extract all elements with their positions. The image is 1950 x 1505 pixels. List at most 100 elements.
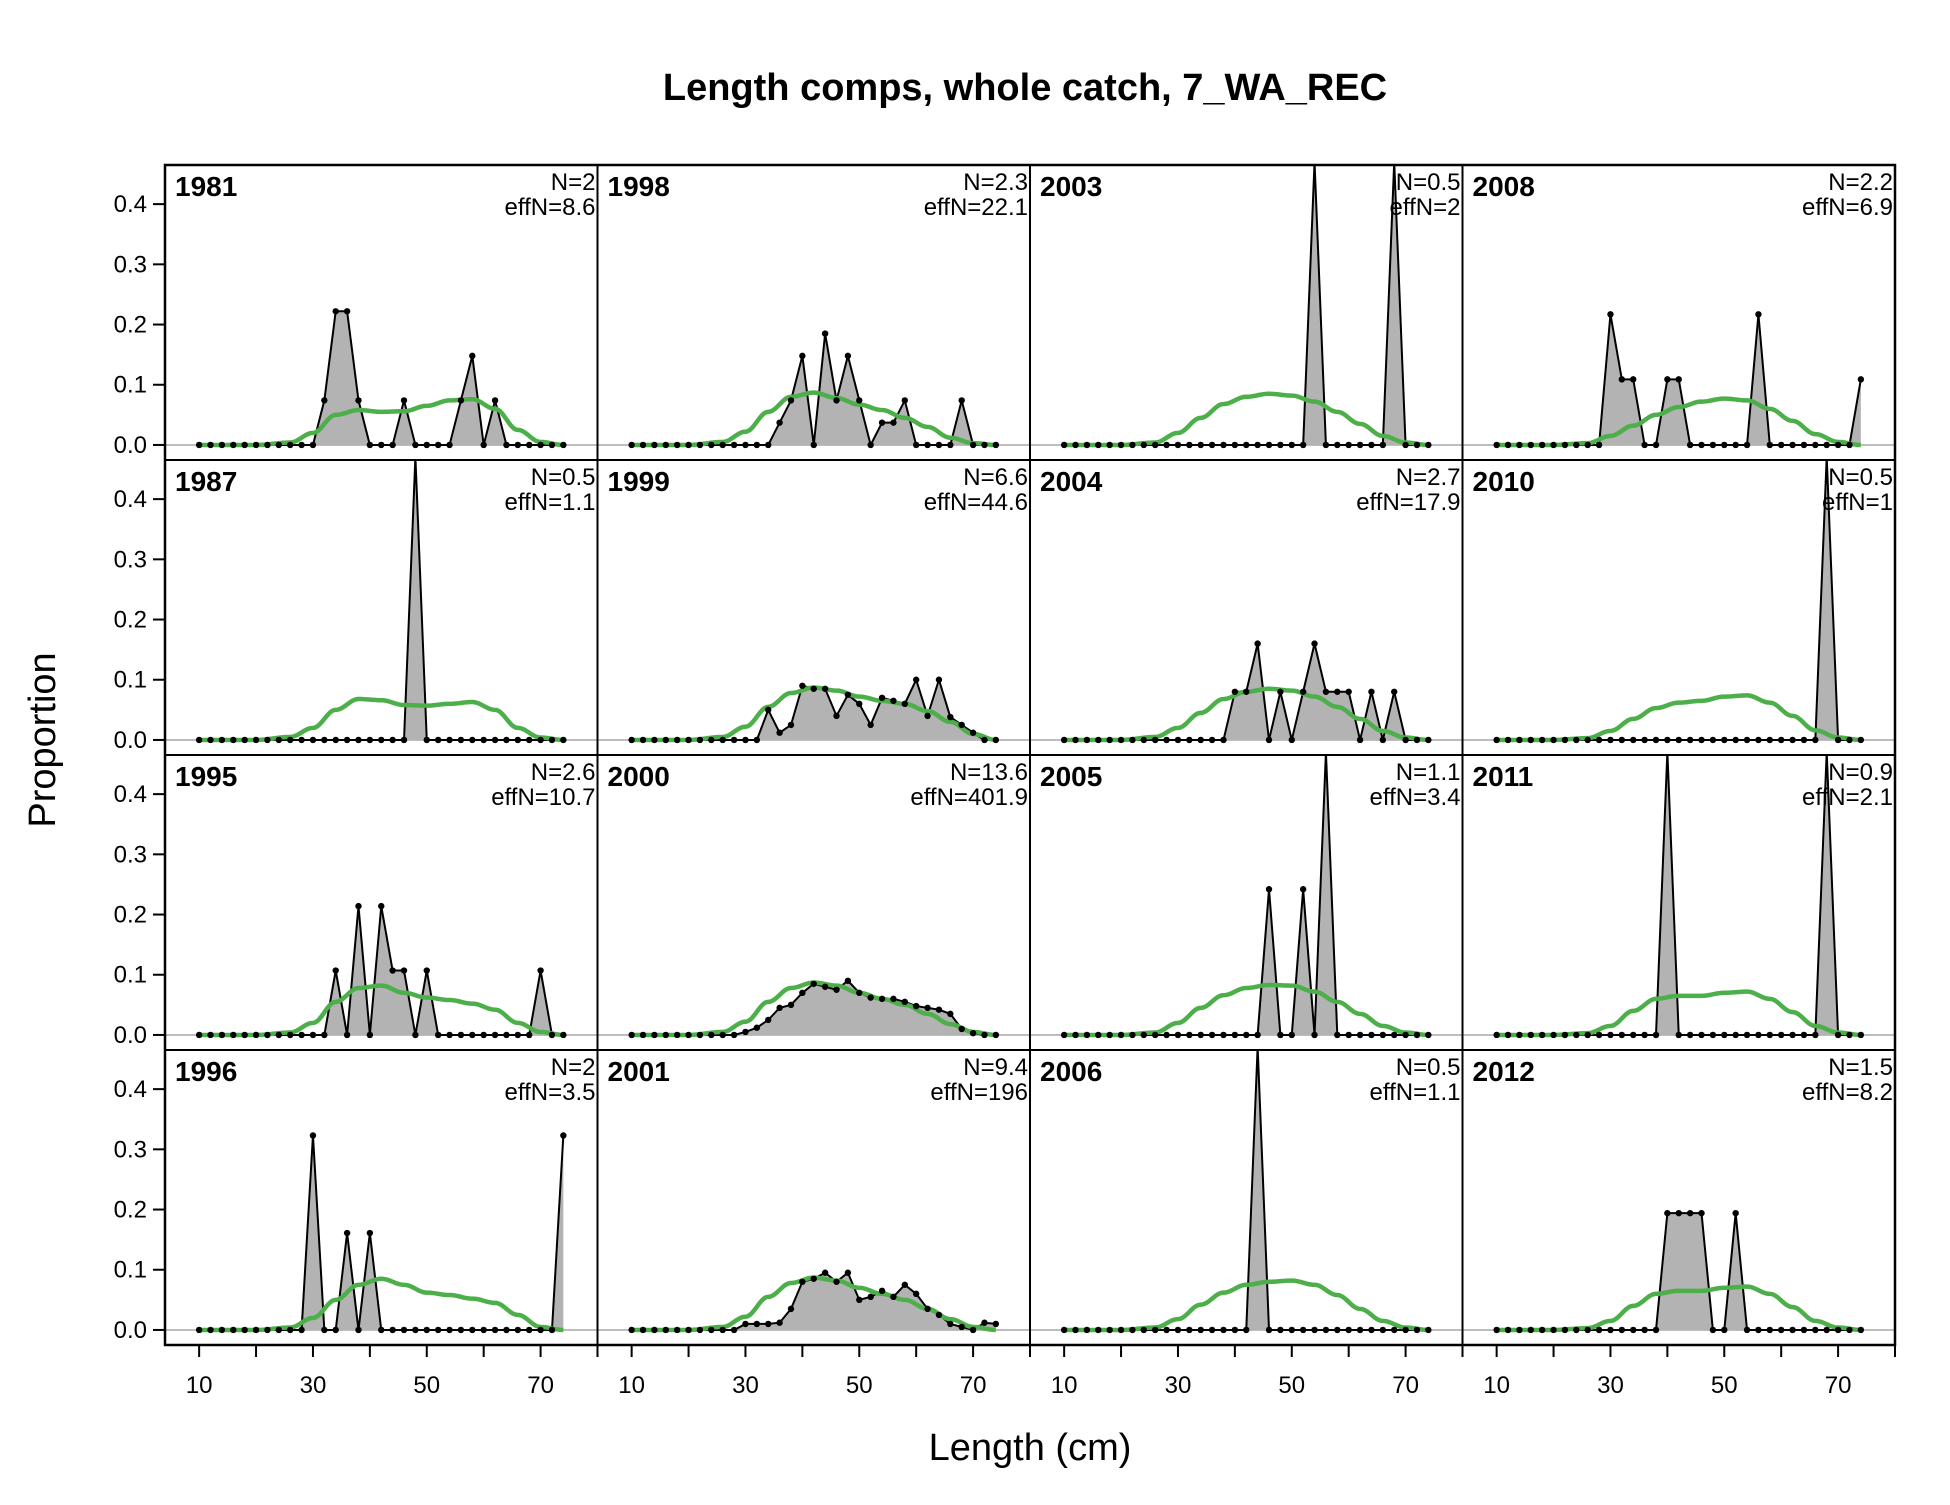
observed-point: [1163, 736, 1170, 744]
panel-year-label: 2011: [1473, 761, 1534, 792]
observed-point: [992, 736, 1000, 744]
observed-point: [1777, 441, 1785, 449]
panel-plot-area: [1493, 755, 1865, 1039]
observed-point: [321, 736, 328, 744]
panel-effn-label: effN=44.6: [924, 489, 1028, 516]
observed-point: [981, 441, 988, 449]
observed-point: [1516, 1031, 1523, 1039]
observed-point: [309, 736, 317, 744]
observed-point: [810, 980, 817, 987]
observed-point: [491, 1031, 499, 1039]
observed-point: [252, 1326, 260, 1334]
observed-point: [890, 995, 897, 1003]
observed-point: [1652, 736, 1660, 744]
observed-point: [719, 736, 726, 744]
observed-point: [286, 441, 294, 449]
observed-point: [241, 441, 248, 449]
observed-point: [1254, 1031, 1261, 1039]
observed-point: [1402, 1326, 1409, 1334]
observed-point: [537, 1326, 544, 1334]
y-tick-label: 0.1: [114, 1257, 147, 1284]
observed-point: [1595, 736, 1603, 744]
y-tick-label: 0.2: [114, 312, 147, 339]
panel-n-label: N=2.3: [963, 169, 1028, 196]
observed-point: [1231, 441, 1239, 449]
observed-point: [1641, 1031, 1648, 1039]
observed-point: [708, 736, 715, 744]
observed-point: [480, 1031, 487, 1039]
observed-point: [298, 736, 305, 744]
observed-point: [1777, 1031, 1785, 1039]
observed-point: [1265, 1326, 1273, 1334]
observed-point: [1755, 736, 1762, 744]
observed-point: [1208, 441, 1216, 449]
x-tick-label: 30: [1597, 1372, 1624, 1399]
observed-point: [1573, 1326, 1580, 1334]
observed-point: [503, 736, 510, 744]
observed-point: [1755, 1326, 1762, 1334]
observed-point: [1299, 441, 1307, 449]
observed-point: [1573, 736, 1580, 744]
y-tick-label: 0.0: [114, 1317, 147, 1344]
observed-point: [264, 1326, 271, 1334]
panel-effn-label: effN=1: [1822, 489, 1893, 516]
observed-point: [1163, 1326, 1170, 1334]
observed-point: [1425, 1326, 1432, 1334]
observed-point: [207, 1326, 214, 1334]
panel-effn-label: effN=1.1: [505, 489, 596, 516]
observed-point: [400, 967, 408, 974]
panel-n-label: N=0.5: [1396, 169, 1461, 196]
panel-year-label: 2012: [1473, 1056, 1535, 1087]
observed-point: [1311, 1031, 1318, 1039]
observed-point: [343, 1031, 351, 1039]
observed-point: [787, 721, 795, 729]
observed-point: [1151, 1326, 1159, 1334]
observed-point: [1220, 736, 1227, 744]
observed-point: [1072, 736, 1079, 744]
observed-point: [969, 441, 977, 449]
observed-point: [924, 1305, 931, 1313]
observed-point: [1095, 736, 1102, 744]
observed-point: [275, 736, 283, 744]
observed-point: [890, 697, 897, 705]
observed-point: [969, 1029, 977, 1037]
observed-point: [673, 1031, 681, 1039]
observed-point: [1379, 1326, 1387, 1334]
observed-point: [480, 441, 487, 449]
observed-point: [878, 1287, 886, 1295]
observed-point: [218, 1031, 226, 1039]
observed-point: [423, 1326, 430, 1334]
observed-point: [856, 700, 863, 708]
panel-effn-label: effN=22.1: [924, 194, 1028, 221]
observed-point: [332, 736, 339, 744]
observed-point: [821, 983, 829, 990]
observed-point: [286, 1326, 294, 1334]
observed-point: [1766, 1031, 1774, 1039]
observed-point: [1060, 441, 1068, 449]
observed-point: [1197, 1326, 1204, 1334]
observed-point: [412, 1326, 419, 1334]
observed-point: [1356, 1326, 1364, 1334]
y-tick-label: 0.2: [114, 607, 147, 634]
observed-point: [1675, 376, 1682, 383]
expected-curve: [1064, 391, 1429, 448]
observed-point: [1607, 311, 1614, 318]
observed-point: [1538, 1031, 1546, 1039]
observed-point: [1561, 736, 1569, 744]
observed-point: [1800, 1326, 1808, 1334]
observed-point: [195, 441, 203, 449]
panel-year-label: 1996: [175, 1056, 237, 1087]
observed-point: [947, 713, 954, 721]
observed-point: [389, 967, 396, 974]
x-tick-label: 50: [413, 1372, 440, 1399]
observed-point: [469, 1326, 476, 1334]
observed-point: [195, 736, 203, 744]
observed-point: [434, 441, 442, 449]
observed-point: [924, 1004, 931, 1012]
observed-point: [1129, 441, 1136, 449]
y-tick-label: 0.4: [114, 781, 147, 808]
observed-point: [1356, 441, 1364, 449]
expected-curve: [1496, 693, 1861, 743]
